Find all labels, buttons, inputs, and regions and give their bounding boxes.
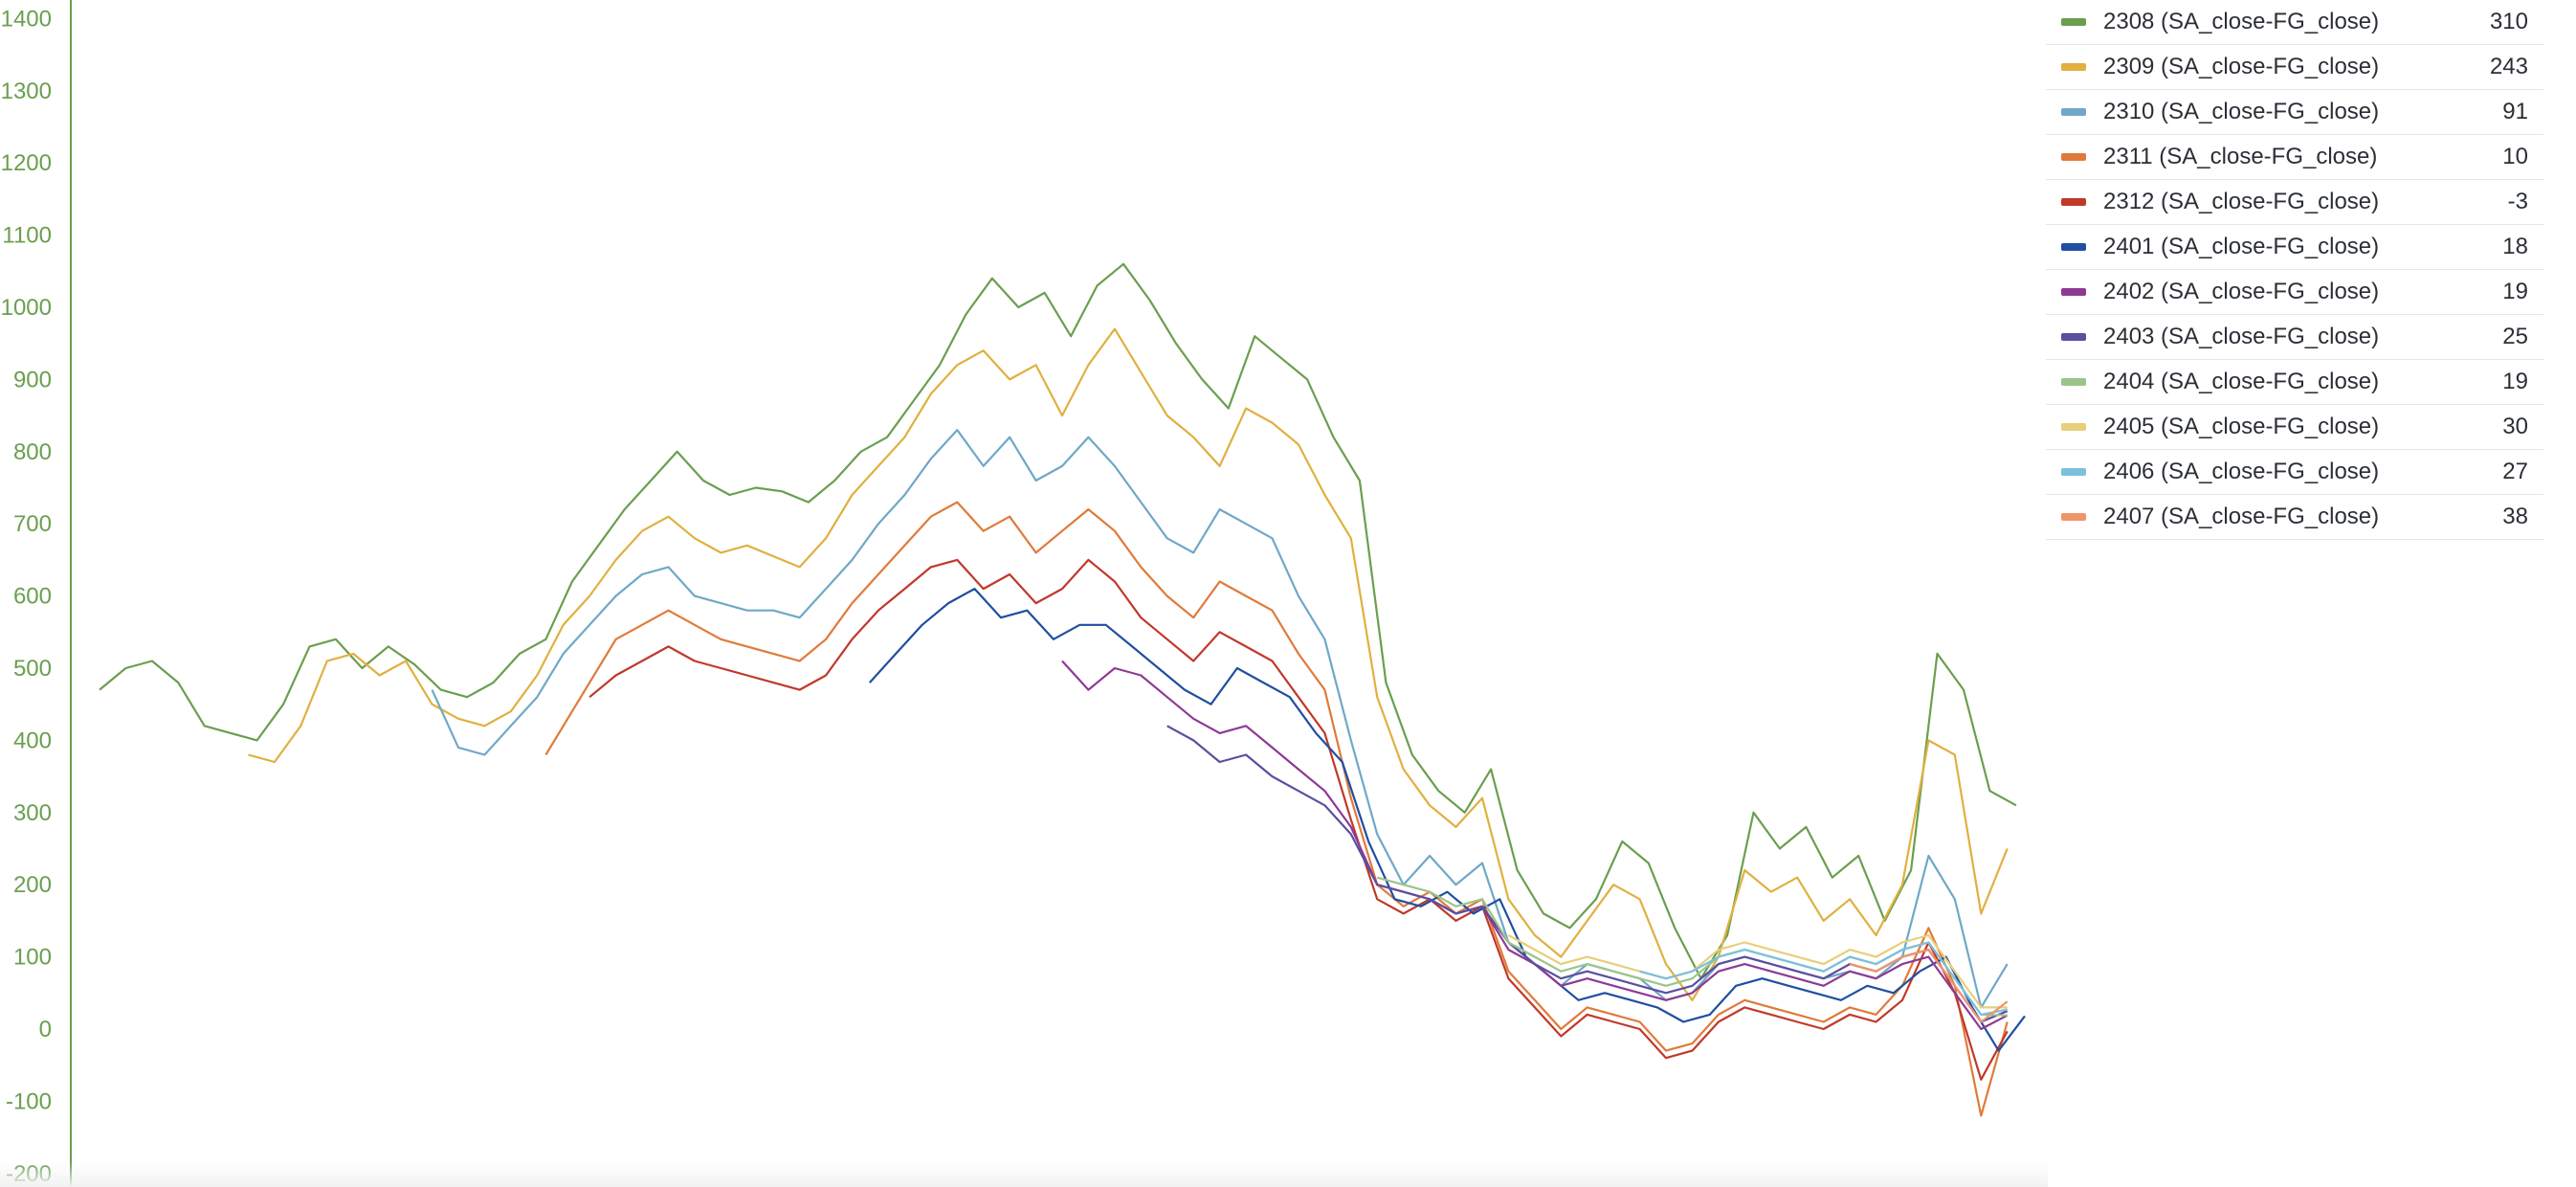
legend-swatch <box>2061 243 2086 251</box>
legend-value: -3 <box>2507 189 2528 214</box>
legend-label: 2407 (SA_close-FG_close) <box>2103 504 2380 529</box>
legend-label: 2309 (SA_close-FG_close) <box>2103 54 2380 79</box>
y-tick-label: 1300 <box>1 78 52 104</box>
legend-label: 2404 (SA_close-FG_close) <box>2103 369 2380 394</box>
series-line-5 <box>868 587 2026 1052</box>
legend-row[interactable]: 2407 (SA_close-FG_close) 38 <box>2046 495 2543 540</box>
legend-label: 2405 (SA_close-FG_close) <box>2103 414 2380 439</box>
series-layer <box>99 262 2026 1117</box>
legend-swatch <box>2061 378 2086 386</box>
y-tick-label: 300 <box>13 800 52 826</box>
legend-value: 25 <box>2502 324 2528 349</box>
y-axis: 1400130012001100100090080070060050040030… <box>1 0 72 1187</box>
y-tick-label: 900 <box>13 367 52 392</box>
legend-row[interactable]: 2309 (SA_close-FG_close) 243 <box>2046 45 2543 90</box>
legend-swatch <box>2061 18 2086 26</box>
y-tick-label: 0 <box>39 1017 52 1042</box>
legend-label: 2402 (SA_close-FG_close) <box>2103 279 2380 304</box>
legend-value: 27 <box>2502 459 2528 484</box>
legend-label: 2401 (SA_close-FG_close) <box>2103 234 2380 259</box>
legend-swatch <box>2061 288 2086 296</box>
series-line-10 <box>1639 941 2008 1017</box>
y-tick-label: 1100 <box>2 223 52 249</box>
y-tick-label: 100 <box>13 945 52 971</box>
series-line-0 <box>99 262 2017 980</box>
legend-swatch <box>2061 333 2086 341</box>
y-tick-label: 1200 <box>1 150 52 176</box>
legend-swatch <box>2061 198 2086 206</box>
legend-swatch <box>2061 513 2086 521</box>
y-tick-label: 200 <box>13 872 52 898</box>
legend-swatch <box>2061 468 2086 476</box>
legend-value: 19 <box>2502 279 2528 304</box>
legend-swatch <box>2061 108 2086 116</box>
y-tick-label: 700 <box>13 511 52 537</box>
legend-row[interactable]: 2401 (SA_close-FG_close) 18 <box>2046 225 2543 270</box>
y-tick-label: 400 <box>13 728 52 753</box>
series-line-11 <box>1849 948 2009 1023</box>
series-line-4 <box>588 558 2009 1081</box>
series-line-9 <box>1507 933 2008 1009</box>
series-line-6 <box>1061 660 2009 1031</box>
legend-value: 310 <box>2489 9 2528 34</box>
legend-swatch <box>2061 63 2086 71</box>
y-tick-label: 600 <box>13 584 52 610</box>
legend-row[interactable]: 2312 (SA_close-FG_close) -3 <box>2046 180 2543 225</box>
legend-swatch <box>2061 423 2086 431</box>
series-line-1 <box>248 327 2009 1001</box>
bottom-fade <box>0 1162 2048 1187</box>
legend-value: 30 <box>2502 414 2528 439</box>
legend-row[interactable]: 2311 (SA_close-FG_close) 10 <box>2046 135 2543 180</box>
legend-row[interactable]: 2405 (SA_close-FG_close) 30 <box>2046 405 2543 450</box>
legend-value: 18 <box>2502 234 2528 259</box>
legend-swatch <box>2061 153 2086 161</box>
legend-value: 38 <box>2502 504 2528 529</box>
legend-value: 91 <box>2502 99 2528 124</box>
y-tick-label: 1000 <box>1 295 52 321</box>
legend-value: 19 <box>2502 369 2528 394</box>
y-tick-label: -100 <box>6 1088 52 1114</box>
legend-label: 2403 (SA_close-FG_close) <box>2103 324 2380 349</box>
series-line-3 <box>544 501 2009 1117</box>
legend-row[interactable]: 2404 (SA_close-FG_close) 19 <box>2046 360 2543 405</box>
legend-value: 10 <box>2502 144 2528 169</box>
legend-row[interactable]: 2403 (SA_close-FG_close) 25 <box>2046 315 2543 360</box>
legend-label: 2312 (SA_close-FG_close) <box>2103 189 2380 214</box>
legend-row[interactable]: 2310 (SA_close-FG_close) 91 <box>2046 90 2543 135</box>
legend-row[interactable]: 2402 (SA_close-FG_close) 19 <box>2046 270 2543 315</box>
y-tick-label: 800 <box>13 439 52 465</box>
legend-row[interactable]: 2406 (SA_close-FG_close) 27 <box>2046 450 2543 495</box>
y-tick-label: 500 <box>13 656 52 682</box>
legend-table: 2308 (SA_close-FG_close) 310 2309 (SA_clos… <box>2046 0 2543 540</box>
legend-value: 243 <box>2489 54 2528 79</box>
legend-row[interactable]: 2308 (SA_close-FG_close) 310 <box>2046 0 2543 45</box>
line-chart: 1400130012001100100090080070060050040030… <box>1 0 2026 1187</box>
chart-plot-area: 1400 1300 1200 1100 1000 900 800 700 600 500 400 30… <box>0 0 2048 1187</box>
legend-label: 2311 (SA_close-FG_close) <box>2103 144 2378 169</box>
legend-label: 2406 (SA_close-FG_close) <box>2103 459 2380 484</box>
legend-label: 2310 (SA_close-FG_close) <box>2103 99 2380 124</box>
y-tick-label: 1400 <box>1 6 52 32</box>
legend-label: 2308 (SA_close-FG_close) <box>2103 9 2380 34</box>
